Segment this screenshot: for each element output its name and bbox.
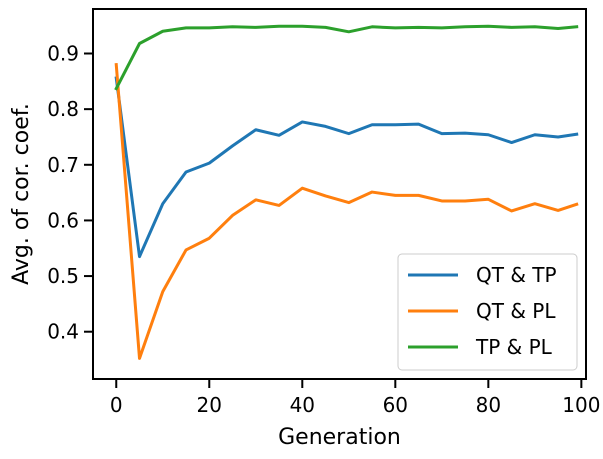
series-line-3 xyxy=(114,24,579,91)
y-tick-label: 0.5 xyxy=(47,264,79,288)
x-tick-label: 20 xyxy=(197,393,222,417)
legend-box xyxy=(397,253,578,371)
x-tick-label: 100 xyxy=(562,393,600,417)
y-axis-ticks: 0.4 0.5 0.6 0.7 0.8 0.9 xyxy=(47,42,93,344)
y-axis-label: Avg. of cor. coef. xyxy=(9,103,34,285)
y-tick-label: 0.4 xyxy=(47,320,79,344)
x-tick-label: 40 xyxy=(290,393,315,417)
x-tick-label: 60 xyxy=(383,393,408,417)
y-tick-label: 0.9 xyxy=(47,42,79,66)
y-tick-label: 0.8 xyxy=(47,97,79,121)
legend: QT & TP QT & PL TP & PL xyxy=(397,253,578,371)
legend-label-3: TP & PL xyxy=(475,335,553,359)
y-tick-label: 0.6 xyxy=(47,208,79,232)
legend-label-2: QT & PL xyxy=(476,299,556,323)
x-tick-label: 0 xyxy=(110,393,123,417)
x-axis-ticks: 0 20 40 60 80 100 xyxy=(110,379,600,417)
series-lines xyxy=(114,24,579,360)
series-line-2 xyxy=(114,63,579,360)
x-tick-label: 80 xyxy=(476,393,501,417)
legend-label-1: QT & TP xyxy=(476,263,557,287)
plot-frame xyxy=(92,8,587,380)
x-axis-label: Generation xyxy=(278,425,401,450)
y-tick-label: 0.7 xyxy=(47,153,79,177)
series-line-1 xyxy=(114,76,579,259)
